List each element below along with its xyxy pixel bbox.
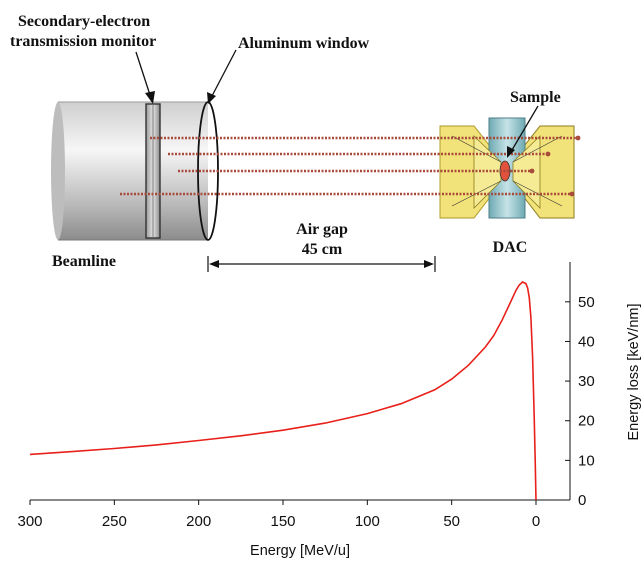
energy-loss-chart: 300 250 200 150 100 50 0 0 10 20 30 40 50 Energy [M…	[17, 262, 642, 559]
monitor-label-line1: Secondary-electron	[18, 13, 150, 30]
y-tick-label: 50	[578, 294, 595, 311]
x-axis-label: Energy [MeV/u]	[250, 543, 350, 559]
x-tick-label: 0	[532, 513, 540, 530]
energy-loss-curve	[29, 281, 537, 501]
aluminum-window-label: Aluminum window	[238, 35, 370, 52]
x-tick-label: 50	[443, 513, 460, 530]
x-tick-label: 100	[355, 513, 380, 530]
air-gap-label: Air gap	[296, 221, 348, 238]
dac-label: DAC	[493, 239, 528, 256]
x-tick-label: 150	[270, 513, 295, 530]
dac-anvil-cell	[439, 117, 575, 219]
beamline-label: Beamline	[52, 253, 116, 270]
transmission-monitor-ring	[145, 103, 161, 239]
y-tick-label: 20	[578, 413, 595, 430]
ion-beams	[120, 135, 581, 197]
y-axis-label: Energy loss [keV/nm]	[626, 304, 642, 441]
y-tick-label: 10	[578, 452, 595, 469]
y-tick-label: 40	[578, 333, 595, 350]
monitor-label-line2: transmission monitor	[10, 33, 156, 50]
sample-label: Sample	[510, 89, 561, 106]
annotation-arrows	[135, 49, 539, 158]
y-tick-label: 30	[578, 373, 595, 390]
x-tick-label: 300	[17, 513, 42, 530]
beamline-cylinder	[51, 101, 208, 241]
x-tick-label: 250	[102, 513, 127, 530]
air-gap-distance-label: 45 cm	[302, 241, 343, 258]
air-gap-dimension	[207, 256, 436, 272]
x-tick-label: 200	[186, 513, 211, 530]
y-tick-label: 0	[578, 492, 586, 509]
